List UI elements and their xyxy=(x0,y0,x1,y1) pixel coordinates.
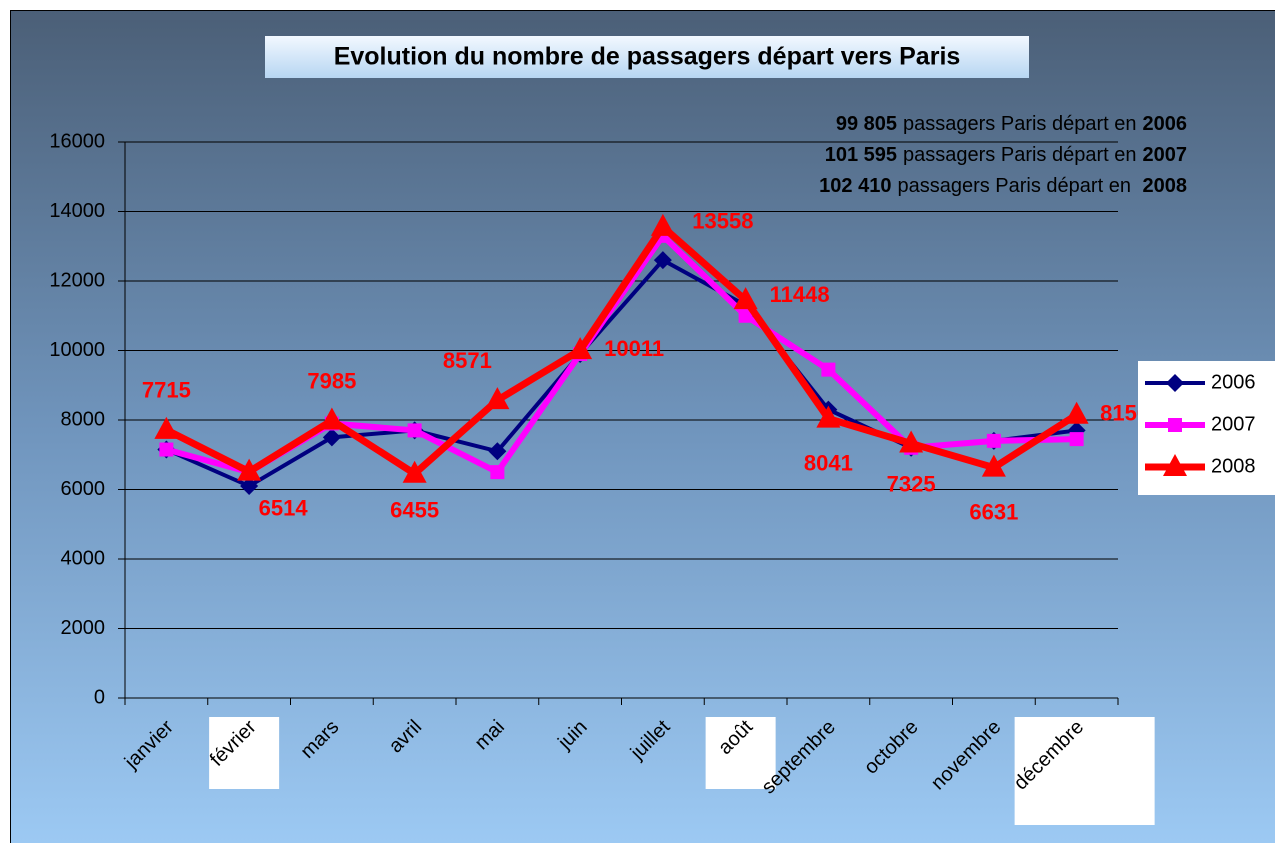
marker xyxy=(1166,374,1184,392)
marker xyxy=(653,251,672,270)
marker xyxy=(407,423,422,438)
data-label: 13558 xyxy=(692,209,753,234)
annotation-year: 2006 xyxy=(1143,113,1188,135)
legend-label: 2007 xyxy=(1211,413,1256,435)
y-tick-label: 6000 xyxy=(61,478,106,500)
marker xyxy=(402,460,427,483)
marker xyxy=(816,405,841,428)
annotation-text: passagers Paris départ en xyxy=(903,113,1136,135)
marker xyxy=(1163,454,1187,476)
y-tick-label: 14000 xyxy=(49,200,105,222)
data-label: 7985 xyxy=(307,368,356,393)
legend-label: 2006 xyxy=(1211,371,1256,393)
annotation-text: passagers Paris départ en xyxy=(897,175,1136,197)
marker xyxy=(154,416,179,439)
marker xyxy=(568,337,593,360)
data-label: 6631 xyxy=(969,499,1018,524)
y-tick-label: 12000 xyxy=(49,269,105,291)
data-label: 7715 xyxy=(142,378,191,403)
annotation: 102 410 passagers Paris départ en 2008 xyxy=(819,175,1187,197)
marker xyxy=(490,465,505,480)
annotation-year: 2007 xyxy=(1143,144,1188,166)
marker xyxy=(899,430,924,453)
marker xyxy=(1168,418,1182,432)
annotation-text: passagers Paris départ en xyxy=(903,144,1136,166)
marker xyxy=(733,287,758,310)
y-tick-label: 4000 xyxy=(61,547,106,569)
marker xyxy=(650,213,675,236)
marker xyxy=(1064,401,1089,424)
data-label: 7325 xyxy=(887,471,936,496)
legend-label: 2008 xyxy=(1211,455,1256,477)
y-tick-label: 2000 xyxy=(61,617,106,639)
data-label: 6514 xyxy=(259,495,309,520)
chart-title: Evolution du nombre de passagers départ … xyxy=(334,43,961,71)
label-box xyxy=(1014,717,1155,825)
marker xyxy=(981,454,1006,477)
annotation: 99 805 passagers Paris départ en 2006 xyxy=(836,113,1187,135)
marker xyxy=(319,407,344,430)
y-tick-label: 8000 xyxy=(61,408,106,430)
label-box xyxy=(209,717,280,789)
marker xyxy=(821,362,836,377)
data-label: 10011 xyxy=(604,336,664,361)
title-box xyxy=(265,36,1029,78)
y-tick-label: 0 xyxy=(94,686,105,708)
label-box xyxy=(705,717,776,789)
data-label: 11448 xyxy=(770,282,830,307)
marker xyxy=(159,442,174,457)
marker xyxy=(237,458,262,481)
data-label: 8571 xyxy=(443,348,492,373)
marker xyxy=(322,428,341,447)
annotation-count: 99 805 xyxy=(836,113,897,135)
annotation-count: 102 410 xyxy=(819,175,891,197)
annotation-count: 101 595 xyxy=(825,144,897,166)
series-line xyxy=(164,221,1079,479)
marker xyxy=(986,433,1001,448)
annotation-year: 2008 xyxy=(1143,175,1188,197)
marker xyxy=(485,387,510,410)
annotation: 101 595 passagers Paris départ en 2007 xyxy=(825,144,1187,166)
y-tick-label: 10000 xyxy=(49,339,105,361)
data-label: 6455 xyxy=(390,498,439,523)
marker xyxy=(240,477,259,496)
marker xyxy=(488,442,507,461)
marker xyxy=(1069,432,1084,447)
marker xyxy=(738,308,753,323)
y-tick-label: 16000 xyxy=(49,130,105,152)
data-label: 8041 xyxy=(804,450,853,475)
